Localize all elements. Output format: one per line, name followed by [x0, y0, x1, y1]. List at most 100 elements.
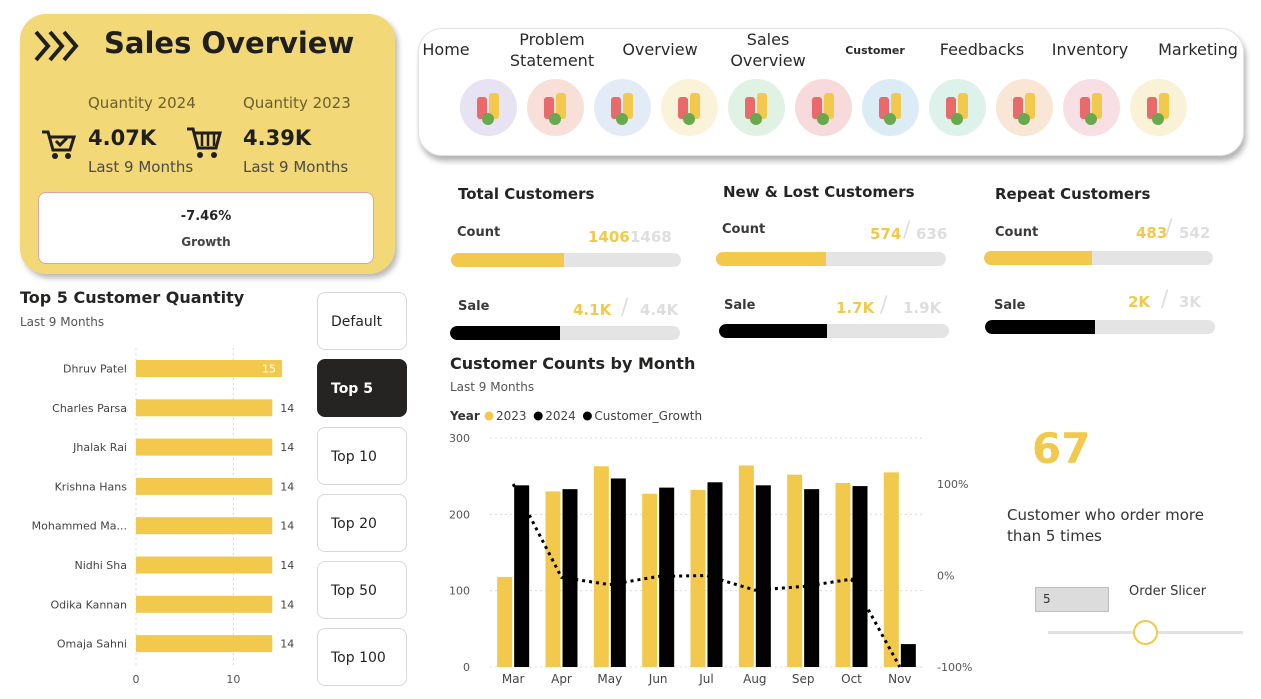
x-tick-label: May: [597, 672, 622, 686]
customer-bar: [136, 360, 282, 377]
legend-marker: [533, 411, 543, 421]
tab-overview[interactable]: Overview: [622, 40, 698, 59]
filter-top5-button[interactable]: Top 5: [317, 359, 407, 417]
order-slicer-handle[interactable]: [1133, 620, 1158, 645]
quantity-2023-value: 4.39K: [243, 126, 312, 150]
x-tick-label: Nov: [888, 672, 911, 686]
y-tick-label: 300: [449, 432, 470, 445]
cart-check-icon: [42, 130, 76, 159]
tab-sales-overview[interactable]: Sales Overview: [730, 30, 806, 70]
tab-inventory[interactable]: Inventory: [1051, 40, 1129, 59]
data-label: 14: [280, 638, 294, 651]
x-tick-label: Apr: [551, 672, 572, 686]
cart-icon: [187, 127, 222, 158]
total-count-value: 1406: [588, 228, 630, 246]
bar-2023: [835, 483, 851, 667]
category-label: Dhruv Patel: [63, 363, 127, 376]
tab-home[interactable]: Home: [422, 40, 470, 59]
bar-2023: [883, 472, 899, 667]
total-count-bar: [451, 253, 681, 267]
page-title: Sales Overview: [104, 26, 355, 60]
customer-bar: [136, 399, 273, 417]
x-tick-label: 10: [226, 673, 240, 686]
new-lost-sale-bar: [719, 324, 949, 338]
legend-marker: [484, 411, 494, 421]
total-sale-prev: 4.4K: [640, 301, 679, 319]
category-label: Jhalak Rai: [72, 441, 127, 454]
y-tick-label: 100: [449, 585, 470, 598]
category-label: Krishna Hans: [55, 480, 128, 493]
data-label: 14: [280, 559, 294, 572]
dairy-icon: [594, 79, 651, 136]
x-tick-label: Jul: [698, 672, 713, 686]
legend-label: 2024: [545, 409, 576, 423]
filter-top20-button[interactable]: Top 20: [317, 494, 407, 552]
data-label: 14: [280, 520, 294, 533]
total-sale-bar: [450, 326, 680, 340]
repeat-customers-title: Repeat Customers: [995, 185, 1151, 203]
x-tick-label: 0: [133, 673, 140, 686]
frequent-customers-description: Customer who order more than 5 times: [1007, 506, 1204, 545]
x-tick-label: Oct: [841, 672, 862, 686]
new-lost-customers-title: New & Lost Customers: [723, 183, 915, 201]
bar-2024: [755, 485, 771, 667]
bar-2023: [642, 493, 658, 667]
mother-child-icon: [460, 79, 517, 136]
filter-top50-button[interactable]: Top 50: [317, 561, 407, 619]
new-lost-sale-divider: /: [880, 293, 888, 318]
y2-tick-label: 0%: [937, 570, 954, 583]
total-sale-label: Sale: [458, 299, 490, 314]
customer-bar: [136, 556, 273, 574]
new-lost-count-divider: /: [903, 218, 911, 243]
legend-label: Customer_Growth: [594, 409, 702, 423]
tab-feedbacks[interactable]: Feedbacks: [939, 40, 1025, 59]
quantity-2023-sub: Last 9 Months: [243, 158, 349, 176]
bar-2024: [804, 489, 820, 667]
x-tick-label: Jun: [648, 672, 668, 686]
new-lost-count-bar: [716, 252, 946, 266]
monthly-chart-title: Customer Counts by Month: [450, 354, 696, 373]
customer-bar: [136, 438, 273, 456]
order-slicer-input[interactable]: 5: [1035, 587, 1109, 612]
repeat-count-divider: /: [1165, 216, 1173, 241]
medicine-icon: [929, 79, 986, 136]
legend-marker: [582, 411, 592, 421]
repeat-sale-bar: [985, 320, 1215, 334]
monthly-chart-subtitle: Last 9 Months: [450, 380, 535, 394]
x-tick-label: Sep: [792, 672, 815, 686]
repeat-sale-divider: /: [1161, 287, 1169, 312]
tab-customer[interactable]: Customer: [845, 44, 905, 57]
grocery-bag-icon: [728, 79, 785, 136]
filter-top10-button[interactable]: Top 10: [317, 427, 407, 485]
monthly-chart: Year 2023 2024 Customer_Growth 0 100 200 300 100…: [449, 409, 972, 686]
customer-bar: [136, 595, 273, 613]
data-label: 14: [280, 598, 294, 611]
repeat-count-prev: 542: [1179, 224, 1211, 242]
snacks-icon: [1130, 79, 1187, 136]
quantity-2024-label: Quantity 2024: [88, 94, 196, 112]
filter-default-button[interactable]: Default: [317, 292, 407, 350]
x-tick-label: Mar: [502, 672, 525, 686]
top-customers-title: Top 5 Customer Quantity: [20, 288, 245, 307]
total-count-label: Count: [457, 225, 501, 240]
legend-label: 2023: [496, 409, 527, 423]
frequent-customers-value: 67: [1032, 424, 1091, 473]
new-lost-sale-prev: 1.9K: [903, 299, 942, 317]
beverages-icon: [527, 79, 584, 136]
fruits-icon: [661, 79, 718, 136]
y2-tick-label: 100%: [937, 478, 968, 491]
category-label: Charles Parsa: [52, 402, 127, 415]
triple-chevron-icon: [34, 30, 79, 62]
data-label: 14: [280, 402, 294, 415]
category-label: Mohammed Ma...: [32, 520, 127, 533]
tab-problem-statement[interactable]: Problem Statement: [509, 30, 595, 70]
growth-label: Growth: [181, 235, 231, 249]
order-slicer-label: Order Slicer: [1129, 584, 1207, 599]
tab-marketing[interactable]: Marketing: [1158, 40, 1238, 59]
bar-2023: [545, 491, 561, 667]
y-tick-label: 200: [449, 508, 470, 521]
filter-top100-button[interactable]: Top 100: [317, 628, 407, 686]
growth-value: -7.46%: [180, 209, 232, 224]
new-lost-sale-label: Sale: [724, 298, 756, 313]
sales-overview-card: Sales Overview Quantity 2024 Quantity 20…: [20, 14, 395, 274]
